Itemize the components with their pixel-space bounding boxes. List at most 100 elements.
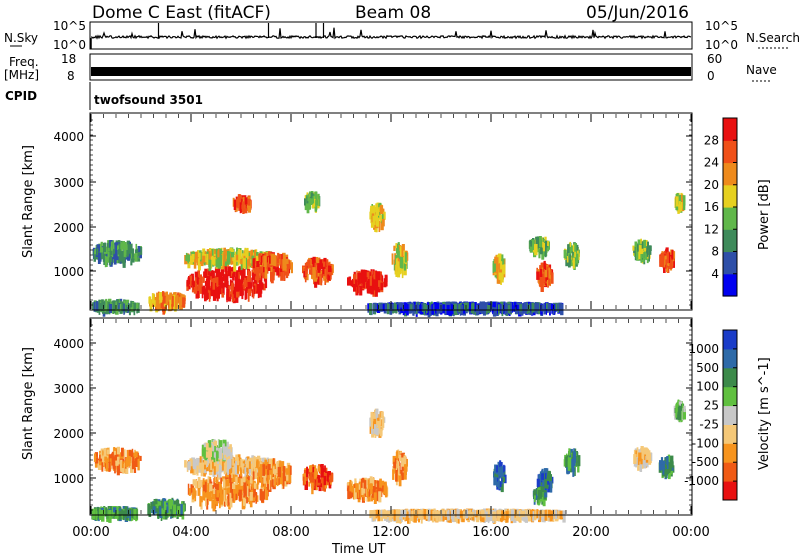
rti-cell xyxy=(211,490,214,498)
rti-cell xyxy=(549,481,553,493)
rti-cell xyxy=(431,303,435,315)
rti-cell xyxy=(317,273,320,285)
rti-cell xyxy=(212,494,216,500)
rti-cell xyxy=(237,454,241,462)
rti-cell xyxy=(669,261,673,269)
rti-cell xyxy=(347,485,351,491)
rti-cell xyxy=(115,460,119,466)
rti-cell xyxy=(377,271,381,281)
rti-cell xyxy=(189,275,193,281)
rti-cell xyxy=(667,454,671,467)
rti-cell xyxy=(222,260,225,269)
rti-cell xyxy=(282,466,286,478)
rti-cell xyxy=(116,506,119,519)
rti-cell xyxy=(103,447,106,460)
rti-cell xyxy=(231,252,235,258)
rti-cell xyxy=(116,299,119,306)
rti-cell xyxy=(380,419,384,431)
rti-cell xyxy=(224,446,228,455)
rti-cell xyxy=(172,294,176,301)
rti-cell xyxy=(220,466,224,473)
rti-cell xyxy=(253,267,258,274)
rti-cell xyxy=(217,249,220,258)
rti-cell xyxy=(241,463,244,470)
rti-cell xyxy=(244,289,247,300)
rti-cell xyxy=(132,303,136,312)
rti-cell xyxy=(569,259,574,267)
rti-cell xyxy=(646,453,649,460)
rti-cell xyxy=(115,250,118,257)
rti-cell xyxy=(306,261,308,267)
rti-cell xyxy=(239,250,242,259)
rti-cell xyxy=(322,267,325,275)
rti-cell xyxy=(484,304,486,314)
rti-cell xyxy=(190,273,194,286)
rti-cell xyxy=(367,493,371,502)
rti-cell xyxy=(538,479,541,489)
rti-cell xyxy=(350,280,354,287)
rti-cell xyxy=(123,449,126,458)
rti-cell xyxy=(498,304,500,315)
rti-cell xyxy=(502,476,506,483)
rti-cell xyxy=(354,488,357,500)
rti-cell xyxy=(320,273,323,286)
rti-cell xyxy=(108,511,112,523)
rti-cell xyxy=(319,276,322,285)
rti-cell xyxy=(659,255,663,267)
rti-cell xyxy=(126,449,129,460)
rti-cell xyxy=(252,471,255,480)
rti-cell xyxy=(126,240,131,251)
rti-cell xyxy=(230,285,233,295)
rti-cell xyxy=(108,454,112,463)
rti-cell xyxy=(671,461,674,468)
rti-cell xyxy=(113,242,117,251)
rti-cell xyxy=(121,461,124,469)
rti-cell xyxy=(187,483,190,495)
rti-cell xyxy=(267,475,270,484)
rti-cell xyxy=(198,462,202,470)
rti-cell xyxy=(306,196,309,204)
rti-cell xyxy=(100,448,103,459)
rti-cell xyxy=(135,451,138,458)
rti-cell xyxy=(677,401,679,407)
rti-cell xyxy=(382,485,384,492)
rti-cell xyxy=(259,266,263,274)
rti-cell xyxy=(370,417,373,429)
rti-cell xyxy=(315,482,318,491)
rti-cell xyxy=(394,458,397,464)
rti-cell xyxy=(377,420,381,426)
rti-cell xyxy=(120,301,124,310)
rti-cell xyxy=(664,463,668,473)
rti-cell xyxy=(541,473,545,480)
rti-cell xyxy=(569,254,571,265)
rti-cell xyxy=(203,447,207,454)
rti-cell xyxy=(356,270,358,282)
rti-cell xyxy=(98,300,101,309)
rti-cell xyxy=(211,270,215,279)
rti-cell xyxy=(258,287,262,298)
rti-cell xyxy=(398,466,400,475)
rti-cell xyxy=(401,463,404,472)
rti-cell xyxy=(540,247,543,255)
rti-cell xyxy=(402,303,405,311)
rti-cell xyxy=(529,244,533,253)
rti-cell xyxy=(193,257,197,269)
rti-cell xyxy=(203,448,207,459)
rti-cell xyxy=(578,249,580,257)
rti-cell xyxy=(202,478,205,485)
rti-cell xyxy=(327,472,329,483)
rti-cell xyxy=(665,259,667,269)
rti-cell xyxy=(319,259,323,268)
rti-cell xyxy=(496,481,499,487)
rti-cell xyxy=(538,490,542,499)
rti-cell xyxy=(110,256,112,262)
rti-cell xyxy=(249,492,253,501)
rti-cell xyxy=(395,460,398,469)
rti-cell xyxy=(394,302,396,313)
rti-cell xyxy=(135,243,138,254)
rti-cell xyxy=(637,239,641,251)
rti-cell xyxy=(281,465,285,476)
rti-cell xyxy=(392,455,396,465)
rti-cell xyxy=(285,469,289,476)
rti-cell xyxy=(217,273,221,285)
